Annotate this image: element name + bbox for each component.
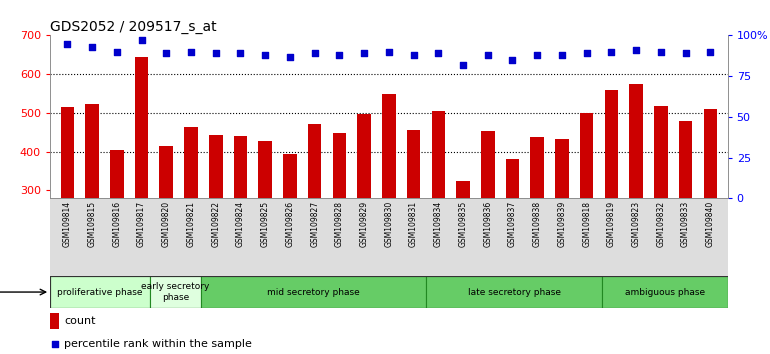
Text: mid secretory phase: mid secretory phase <box>267 287 360 297</box>
Bar <box>427 276 602 308</box>
Bar <box>333 133 346 307</box>
Bar <box>184 126 198 307</box>
Point <box>111 49 123 55</box>
Bar <box>159 146 173 307</box>
Bar <box>506 159 519 307</box>
Point <box>86 44 99 50</box>
Point <box>160 51 172 56</box>
Bar <box>481 131 494 307</box>
Bar <box>50 276 150 308</box>
Text: proliferative phase: proliferative phase <box>58 287 143 297</box>
Bar <box>704 109 717 307</box>
Point <box>556 52 568 58</box>
Bar <box>580 113 594 307</box>
Point <box>358 51 370 56</box>
Bar <box>679 121 692 307</box>
Text: count: count <box>64 316 95 326</box>
Point <box>481 52 494 58</box>
Point <box>136 38 148 43</box>
Bar <box>457 181 470 307</box>
Bar <box>357 114 371 307</box>
Bar <box>602 276 728 308</box>
Bar <box>531 137 544 307</box>
Point <box>309 51 321 56</box>
Bar <box>431 111 445 307</box>
Point <box>333 52 346 58</box>
Point <box>432 51 444 56</box>
Point <box>284 54 296 59</box>
Point <box>654 49 667 55</box>
Bar <box>50 313 59 329</box>
Bar <box>110 150 124 307</box>
Bar <box>629 84 643 307</box>
Point <box>605 49 618 55</box>
Bar <box>604 91 618 307</box>
Point <box>61 41 73 46</box>
Point <box>234 51 246 56</box>
Text: percentile rank within the sample: percentile rank within the sample <box>64 339 252 349</box>
Bar <box>654 106 668 307</box>
Bar <box>61 107 74 307</box>
Text: GDS2052 / 209517_s_at: GDS2052 / 209517_s_at <box>50 21 216 34</box>
Point <box>383 49 395 55</box>
Bar <box>201 276 427 308</box>
Point <box>49 341 61 347</box>
Bar <box>407 130 420 307</box>
Point <box>507 57 519 63</box>
Point <box>630 47 642 53</box>
Bar <box>283 154 296 307</box>
Point <box>531 52 544 58</box>
Text: ambiguous phase: ambiguous phase <box>624 287 705 297</box>
Bar <box>259 141 272 307</box>
Bar <box>135 57 149 307</box>
Bar <box>308 124 321 307</box>
Bar <box>85 104 99 307</box>
Point <box>457 62 469 68</box>
Point <box>185 49 197 55</box>
Text: early secretory
phase: early secretory phase <box>142 282 209 302</box>
Bar <box>555 139 569 307</box>
Point <box>259 52 271 58</box>
Bar <box>233 136 247 307</box>
Bar <box>209 135 223 307</box>
Point <box>679 51 691 56</box>
Point <box>209 51 222 56</box>
Bar <box>382 94 396 307</box>
Point <box>407 52 420 58</box>
Point <box>581 51 593 56</box>
Point <box>705 49 717 55</box>
Text: late secretory phase: late secretory phase <box>468 287 561 297</box>
Bar <box>150 276 201 308</box>
